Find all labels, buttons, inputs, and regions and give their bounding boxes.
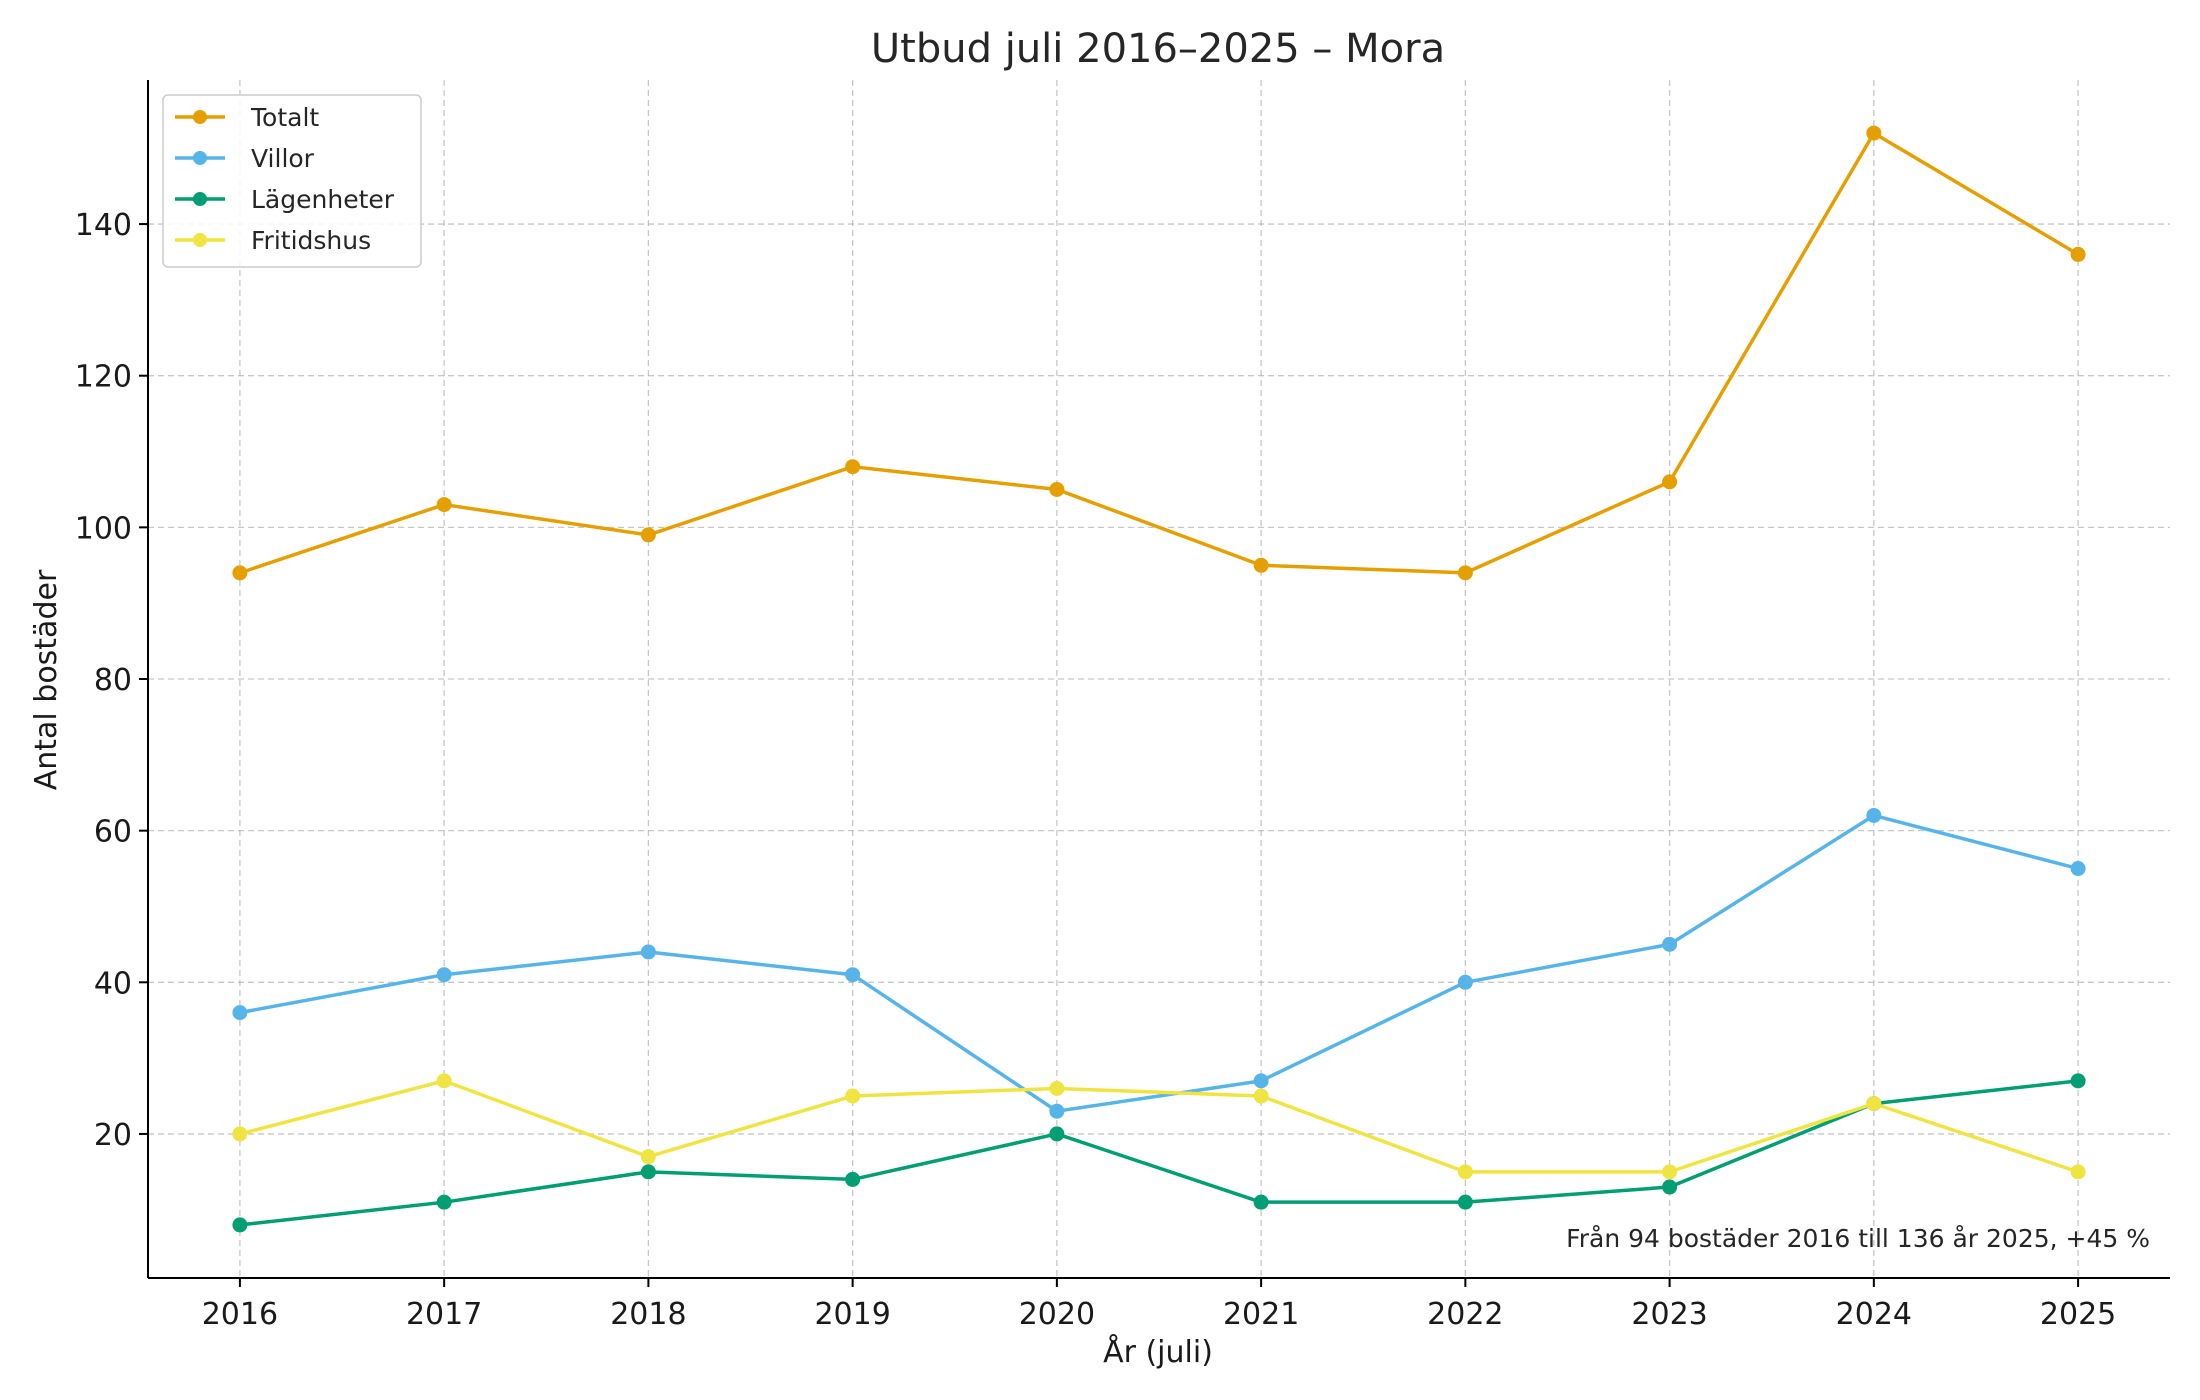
x-tick-label: 2021	[1223, 1297, 1299, 1332]
y-tick-label: 40	[94, 966, 132, 1001]
data-point-l-genheter	[1049, 1126, 1065, 1142]
series-line-villor	[239, 813, 2079, 1113]
data-point-l-genheter	[640, 1164, 656, 1180]
data-point-totalt	[845, 459, 861, 475]
y-tick-label: 120	[75, 360, 132, 395]
data-point-l-genheter	[1253, 1194, 1269, 1210]
series-line-fritidshus	[239, 1079, 2079, 1174]
legend-item-totalt: Totalt	[175, 103, 319, 132]
data-point-l-genheter	[845, 1171, 861, 1187]
x-tick-label: 2020	[1019, 1297, 1095, 1332]
series-villor	[232, 807, 2086, 1119]
data-point-totalt	[1049, 481, 1065, 497]
legend-item-villor: Villor	[175, 144, 315, 173]
legend-label: Lägenheter	[251, 185, 395, 214]
data-point-l-genheter	[1457, 1194, 1473, 1210]
data-point-totalt	[640, 527, 656, 543]
data-point-villor	[640, 944, 656, 960]
data-point-totalt	[1866, 125, 1882, 141]
series-group	[232, 125, 2086, 1233]
x-axis-label: År (juli)	[1103, 1334, 1213, 1370]
data-point-fritidshus	[1866, 1096, 1882, 1112]
y-axis-label: Antal bostäder	[29, 569, 64, 790]
data-point-villor	[2070, 861, 2086, 877]
series-line-l-genheter	[239, 1079, 2079, 1227]
y-axis-ticks: 20 40 60 80 100 120 140	[75, 208, 148, 1153]
legend-item-fritidshus: Fritidshus	[175, 226, 371, 255]
data-point-villor	[1049, 1103, 1065, 1119]
legend-label: Totalt	[250, 103, 319, 132]
data-point-totalt	[1457, 565, 1473, 581]
legend-label: Fritidshus	[251, 226, 371, 255]
y-tick-label: 100	[75, 511, 132, 546]
data-point-l-genheter	[232, 1217, 248, 1233]
data-point-villor	[845, 967, 861, 983]
data-point-villor	[1253, 1073, 1269, 1089]
x-tick-label: 2023	[1631, 1297, 1707, 1332]
data-point-villor	[436, 967, 452, 983]
data-point-fritidshus	[845, 1088, 861, 1104]
data-point-fritidshus	[1457, 1164, 1473, 1180]
data-point-totalt	[436, 497, 452, 513]
data-point-villor	[232, 1005, 248, 1021]
x-tick-label: 2025	[2040, 1297, 2116, 1332]
data-point-totalt	[1662, 474, 1678, 490]
x-axis-ticks: 2016 2017 2018 2019 2020 2021 2022 2023 2024 2025	[202, 1278, 2116, 1332]
y-tick-label: 20	[94, 1118, 132, 1153]
grid-lines	[148, 80, 2170, 1278]
x-tick-label: 2017	[406, 1297, 482, 1332]
data-point-villor	[1866, 807, 1882, 823]
chart-annotation: Från 94 bostäder 2016 till 136 år 2025, …	[1566, 1224, 2150, 1253]
legend-label: Villor	[251, 144, 315, 173]
data-point-l-genheter	[1662, 1179, 1678, 1195]
x-tick-label: 2019	[814, 1297, 890, 1332]
data-point-villor	[1662, 936, 1678, 952]
series-fritidshus	[232, 1073, 2086, 1180]
legend-marker	[193, 151, 207, 165]
legend-box	[162, 94, 422, 268]
data-point-villor	[1457, 974, 1473, 990]
legend-marker	[193, 110, 207, 124]
data-point-fritidshus	[640, 1149, 656, 1165]
data-point-l-genheter	[2070, 1073, 2086, 1089]
x-tick-label: 2024	[1836, 1297, 1912, 1332]
chart-title: Utbud juli 2016–2025 – Mora	[871, 26, 1445, 72]
x-tick-label: 2018	[610, 1297, 686, 1332]
data-point-fritidshus	[2070, 1164, 2086, 1180]
data-point-totalt	[232, 565, 248, 581]
data-point-l-genheter	[436, 1194, 452, 1210]
data-point-fritidshus	[1662, 1164, 1678, 1180]
x-tick-label: 2022	[1427, 1297, 1503, 1332]
legend-item-l-genheter: Lägenheter	[175, 185, 395, 214]
legend-marker	[193, 192, 207, 206]
data-point-fritidshus	[436, 1073, 452, 1089]
data-point-totalt	[2070, 246, 2086, 262]
data-point-fritidshus	[1049, 1080, 1065, 1096]
data-point-fritidshus	[232, 1126, 248, 1142]
x-tick-label: 2016	[202, 1297, 278, 1332]
series-line-totalt	[239, 131, 2079, 575]
y-tick-label: 80	[94, 663, 132, 698]
y-tick-label: 60	[94, 815, 132, 850]
legend: Totalt Villor Lägenheter Fritidshus	[162, 94, 422, 268]
data-point-fritidshus	[1253, 1088, 1269, 1104]
series-totalt	[232, 125, 2086, 581]
data-point-totalt	[1253, 557, 1269, 573]
y-tick-label: 140	[75, 208, 132, 243]
legend-marker	[193, 233, 207, 247]
